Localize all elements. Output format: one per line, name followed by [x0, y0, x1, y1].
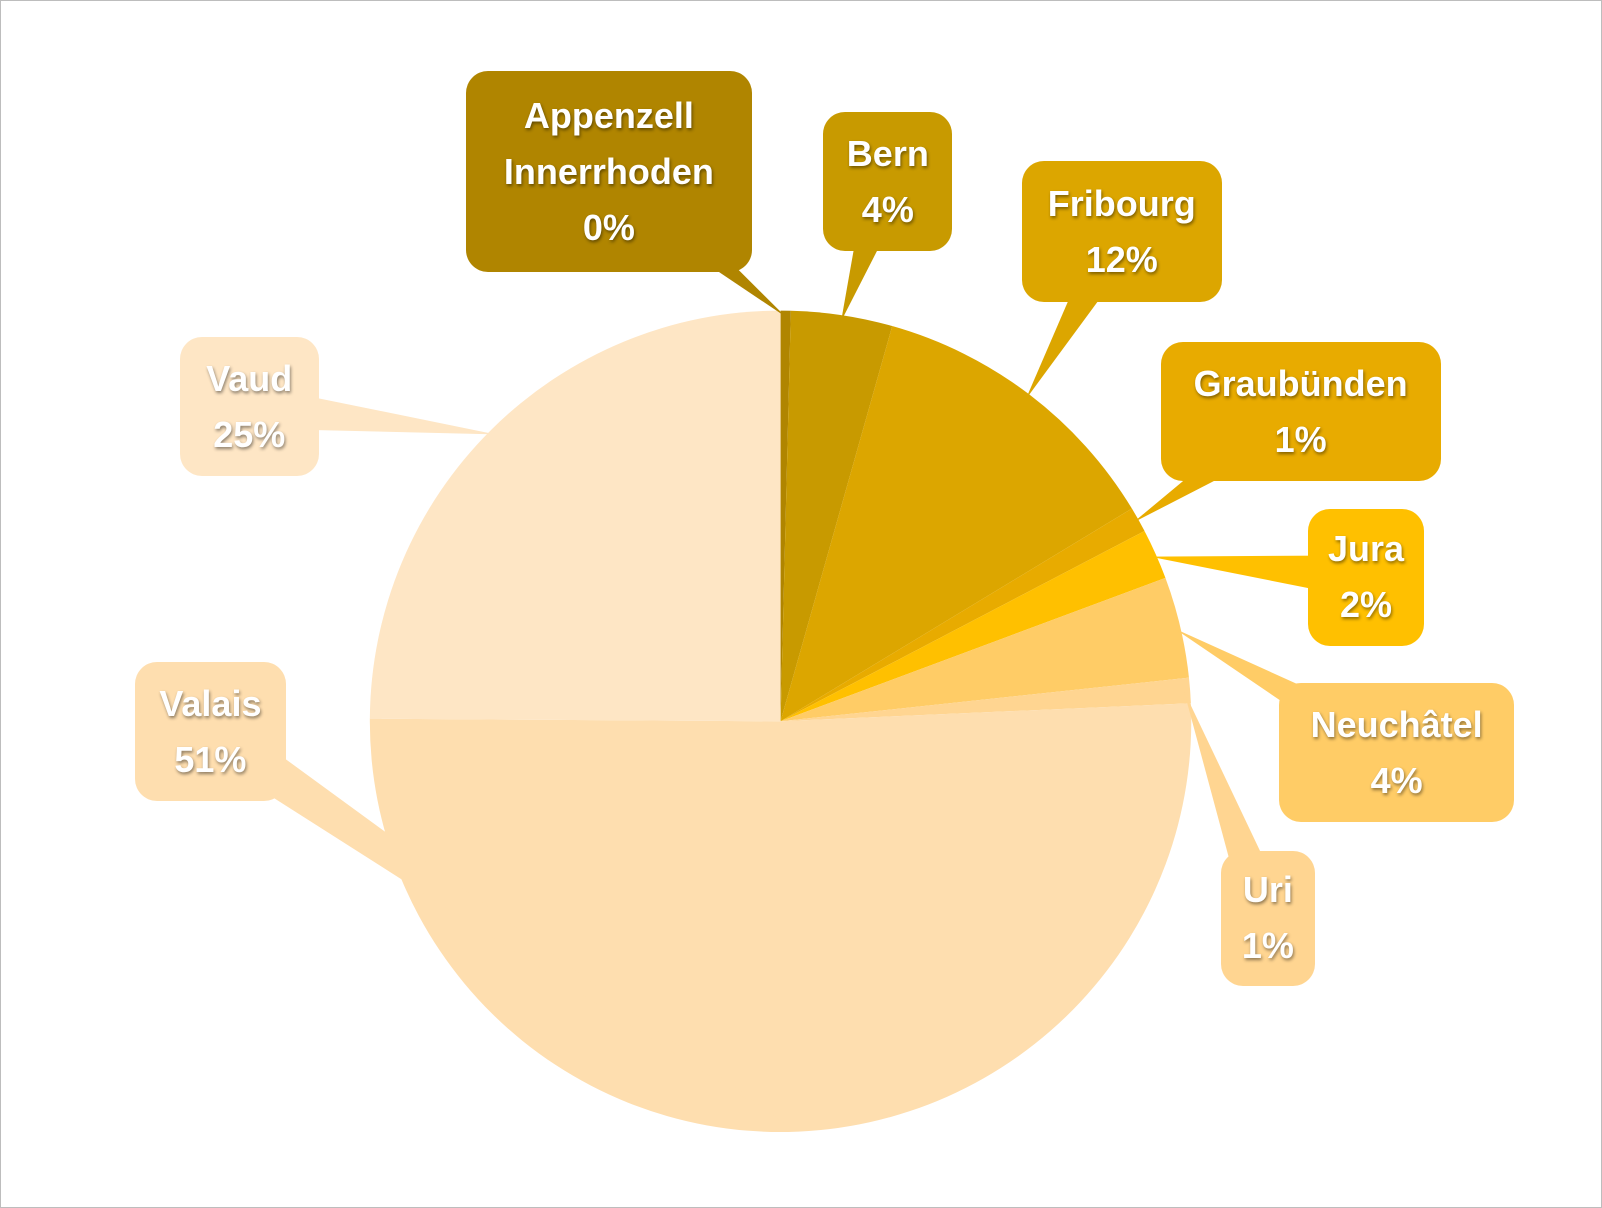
- label-name: Valais: [159, 682, 262, 724]
- label-value: 25%: [213, 413, 286, 455]
- label-name: Fribourg: [1047, 182, 1196, 224]
- data-label: Graubünden 1%: [1160, 342, 1441, 482]
- data-label: Fribourg 12%: [1021, 161, 1222, 303]
- slices: [369, 310, 1192, 1133]
- label-name: Uri: [1242, 869, 1293, 911]
- label-pointer: [198, 713, 789, 1126]
- label-name: Appenzell Innerrhoden: [503, 94, 714, 192]
- label-value: 1%: [1274, 418, 1327, 460]
- pie-slice: [780, 577, 1189, 722]
- label-value: 4%: [861, 188, 914, 230]
- label-value: 0%: [582, 206, 635, 248]
- label-value: 4%: [1370, 759, 1423, 801]
- data-label: Neuchâtel 4%: [1279, 683, 1515, 823]
- pie-slice: [780, 530, 1166, 722]
- label-value: 51%: [174, 738, 247, 780]
- data-label: Uri 1%: [1220, 851, 1315, 986]
- pie-slice: [780, 677, 1191, 722]
- pie-slice: [780, 508, 1145, 722]
- label-value: 12%: [1085, 238, 1158, 280]
- data-label: Bern 4%: [823, 112, 953, 252]
- label-name: Graubünden: [1193, 362, 1408, 404]
- label-name: Bern: [846, 132, 929, 174]
- label-name: Neuchâtel: [1310, 703, 1483, 745]
- data-label: Jura 2%: [1307, 508, 1425, 646]
- label-name: Jura: [1327, 528, 1404, 570]
- pie-slice: [780, 310, 893, 722]
- pie-slice: [369, 703, 1192, 1133]
- label-name: Vaud: [206, 357, 293, 399]
- data-label: Valais 51%: [134, 662, 287, 801]
- pie-slice: [369, 310, 781, 722]
- label-value: 2%: [1339, 584, 1392, 626]
- data-label: Appenzell Innerrhoden 0%: [465, 71, 752, 272]
- data-label: Vaud 25%: [179, 337, 319, 477]
- label-value: 1%: [1241, 925, 1294, 967]
- pie-slice: [780, 326, 1132, 722]
- pie-slice: [780, 310, 791, 722]
